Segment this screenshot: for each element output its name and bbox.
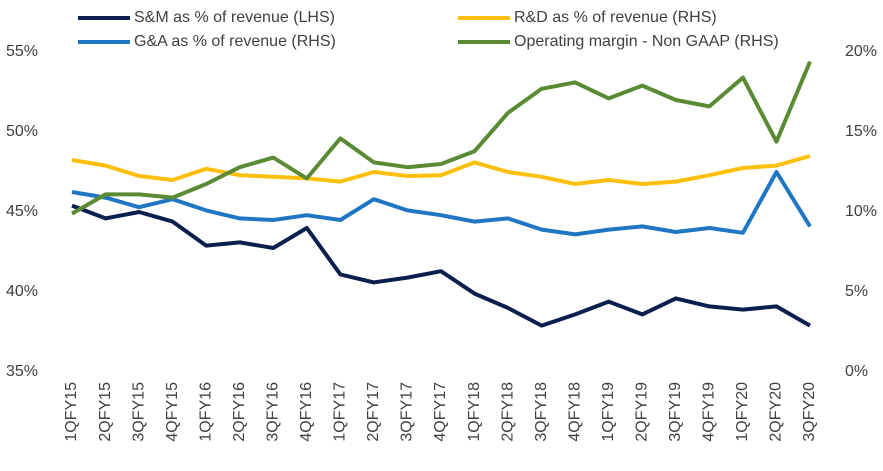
x-tick-label: 2QFY20 (768, 382, 785, 442)
x-tick-label: 1QFY15 (63, 382, 80, 442)
y-tick-label: 35% (6, 363, 38, 380)
x-tick-label: 3QFY15 (130, 382, 147, 442)
series-line (71, 60, 812, 216)
x-tick-label: 2QFY16 (231, 382, 248, 442)
x-tick-label: 1QFY18 (466, 382, 483, 442)
x-tick-label: 3QFY16 (264, 382, 281, 442)
x-tick-label: 2QFY18 (499, 382, 516, 442)
y2-tick-label: 0% (845, 363, 868, 380)
x-tick-label: 4QFY18 (566, 382, 583, 442)
series-line (71, 203, 811, 328)
y-tick-label: 55% (6, 43, 38, 60)
y2-tick-label: 10% (845, 203, 877, 220)
legend-label: Operating margin - Non GAAP (RHS) (514, 33, 779, 50)
series-line (71, 154, 811, 186)
x-tick-label: 4QFY15 (164, 382, 181, 442)
y2-tick-label: 5% (845, 283, 868, 300)
x-tick-label: 1QFY17 (332, 382, 349, 442)
y-tick-label: 45% (6, 203, 38, 220)
x-tick-label: 4QFY17 (432, 382, 449, 442)
x-tick-label: 4QFY16 (298, 382, 315, 442)
x-tick-label: 2QFY17 (365, 382, 382, 442)
x-tick-label: 1QFY20 (734, 382, 751, 442)
y2-tick-label: 20% (845, 43, 877, 60)
x-tick-label: 2QFY15 (97, 382, 114, 442)
series-line (71, 170, 812, 237)
y-tick-label: 50% (6, 123, 38, 140)
legend-label: S&M as % of revenue (LHS) (134, 9, 335, 26)
y2-tick-label: 15% (845, 123, 877, 140)
y-tick-label: 40% (6, 283, 38, 300)
legend-label: R&D as % of revenue (RHS) (514, 9, 717, 26)
x-tick-label: 2QFY19 (633, 382, 650, 442)
x-tick-label: 1QFY19 (600, 382, 617, 442)
x-tick-label: 3QFY20 (801, 382, 818, 442)
x-tick-label: 3QFY17 (399, 382, 416, 442)
x-tick-label: 4QFY19 (701, 382, 718, 442)
x-tick-label: 3QFY19 (667, 382, 684, 442)
x-tick-label: 1QFY16 (197, 382, 214, 442)
legend-label: G&A as % of revenue (RHS) (134, 33, 336, 50)
x-tick-label: 3QFY18 (533, 382, 550, 442)
